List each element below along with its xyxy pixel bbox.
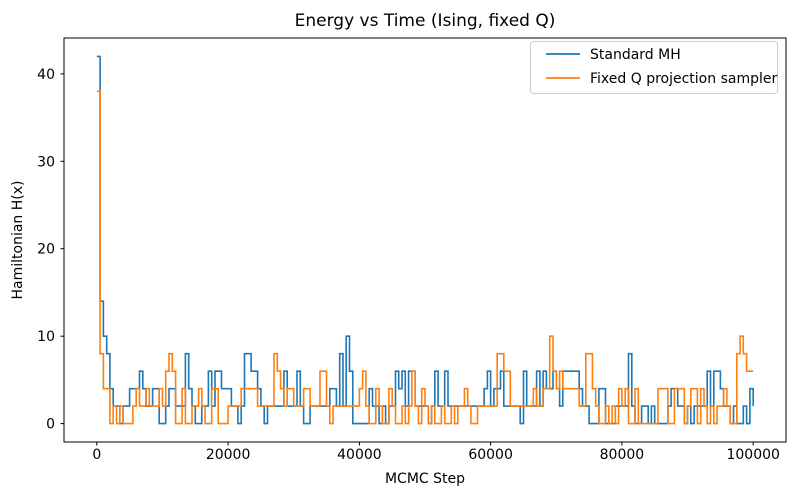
x-tick-labels: 0 20000 40000 60000 80000 100000: [92, 447, 780, 463]
x-tick-label-2: 40000: [337, 447, 382, 463]
y-tick-label-3: 30: [37, 154, 55, 170]
y-tick-labels: 0 10 20 30 40: [37, 67, 55, 433]
series-group: [96, 55, 754, 425]
series-line-1: [96, 90, 754, 425]
y-tick-label-0: 0: [46, 417, 55, 433]
y-tick-label-1: 10: [37, 329, 55, 345]
y-tick-label-2: 20: [37, 242, 55, 258]
legend-box: [530, 41, 778, 94]
legend: Standard MH Fixed Q projection sampler: [530, 41, 778, 94]
plot-area-spines: [63, 37, 787, 443]
x-tick-label-4: 80000: [600, 447, 645, 463]
chart-title: Energy vs Time (Ising, fixed Q): [295, 11, 556, 31]
y-ticks: [60, 73, 64, 425]
x-tick-label-5: 100000: [726, 447, 779, 463]
y-axis-label: Hamiltonian H(x): [10, 181, 26, 300]
legend-entry-0: Standard MH: [590, 47, 681, 63]
x-tick-label-0: 0: [92, 447, 101, 463]
x-tick-label-3: 60000: [468, 447, 513, 463]
x-axis-label: MCMC Step: [385, 471, 465, 487]
x-ticks: [96, 442, 754, 446]
legend-entry-1: Fixed Q projection sampler: [590, 71, 777, 87]
y-tick-label-4: 40: [37, 67, 55, 83]
x-tick-label-1: 20000: [206, 447, 251, 463]
